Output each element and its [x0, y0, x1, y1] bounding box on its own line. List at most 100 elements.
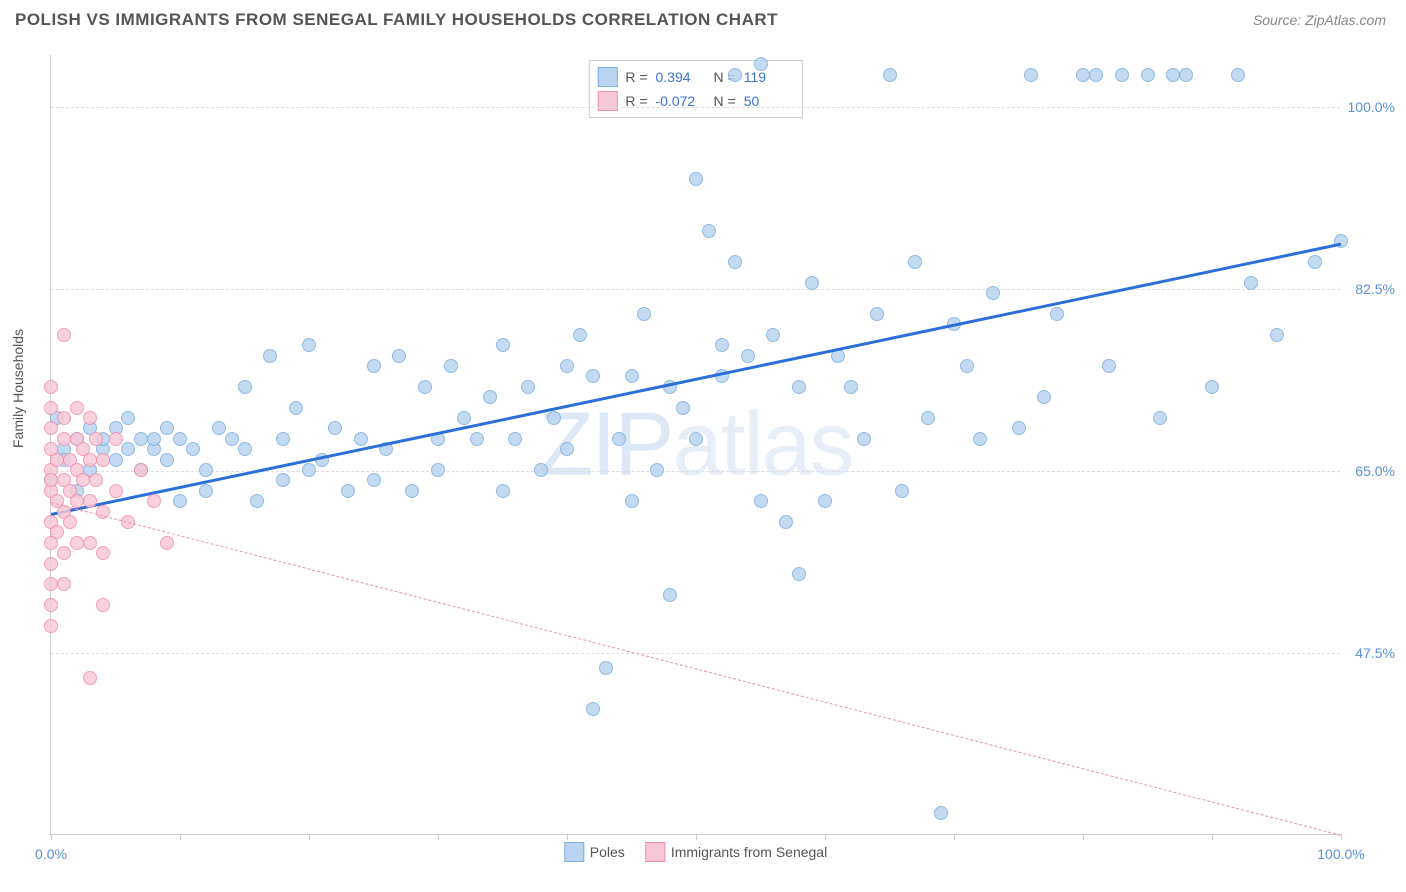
data-point	[121, 442, 135, 456]
legend-swatch-poles	[564, 842, 584, 862]
data-point	[50, 453, 64, 467]
y-axis-label: Family Households	[10, 329, 26, 448]
data-point	[560, 442, 574, 456]
data-point	[1115, 68, 1129, 82]
data-point	[302, 463, 316, 477]
data-point	[1231, 68, 1245, 82]
data-point	[147, 494, 161, 508]
data-point	[625, 494, 639, 508]
data-point	[83, 453, 97, 467]
data-point	[457, 411, 471, 425]
r-label: R =	[625, 69, 647, 85]
data-point	[960, 359, 974, 373]
data-point	[134, 463, 148, 477]
data-point	[547, 411, 561, 425]
data-point	[702, 224, 716, 238]
data-point	[263, 349, 277, 363]
y-tick-label: 65.0%	[1355, 463, 1395, 479]
data-point	[921, 411, 935, 425]
data-point	[986, 286, 1000, 300]
data-point	[134, 432, 148, 446]
data-point	[238, 442, 252, 456]
data-point	[1179, 68, 1193, 82]
stats-row-senegal: R = -0.072 N = 50	[597, 89, 793, 113]
bottom-legend: Poles Immigrants from Senegal	[564, 842, 827, 862]
data-point	[109, 432, 123, 446]
data-point	[573, 328, 587, 342]
data-point	[160, 536, 174, 550]
data-point	[57, 328, 71, 342]
data-point	[44, 557, 58, 571]
data-point	[418, 380, 432, 394]
data-point	[496, 338, 510, 352]
data-point	[483, 390, 497, 404]
data-point	[444, 359, 458, 373]
x-tick	[1341, 834, 1342, 840]
data-point	[766, 328, 780, 342]
data-point	[637, 307, 651, 321]
data-point	[57, 411, 71, 425]
data-point	[44, 380, 58, 394]
y-tick-label: 82.5%	[1355, 281, 1395, 297]
data-point	[612, 432, 626, 446]
data-point	[883, 68, 897, 82]
legend-item-senegal: Immigrants from Senegal	[645, 842, 827, 862]
data-point	[1308, 255, 1322, 269]
trend-line	[51, 502, 1341, 836]
data-point	[238, 380, 252, 394]
data-point	[405, 484, 419, 498]
chart-title: POLISH VS IMMIGRANTS FROM SENEGAL FAMILY…	[15, 10, 778, 30]
x-tick	[825, 834, 826, 840]
stats-legend-box: R = 0.394 N = 119 R = -0.072 N = 50	[588, 60, 802, 118]
data-point	[96, 598, 110, 612]
data-point	[728, 68, 742, 82]
data-point	[908, 255, 922, 269]
x-tick-label: 0.0%	[35, 846, 67, 862]
data-point	[1166, 68, 1180, 82]
data-point	[96, 546, 110, 560]
data-point	[160, 453, 174, 467]
x-tick	[696, 834, 697, 840]
data-point	[934, 806, 948, 820]
data-point	[70, 494, 84, 508]
data-point	[250, 494, 264, 508]
data-point	[212, 421, 226, 435]
data-point	[83, 671, 97, 685]
data-point	[160, 421, 174, 435]
data-point	[44, 401, 58, 415]
data-point	[83, 494, 97, 508]
data-point	[496, 484, 510, 498]
x-tick	[309, 834, 310, 840]
data-point	[50, 525, 64, 539]
legend-swatch-senegal	[645, 842, 665, 862]
data-point	[44, 421, 58, 435]
data-point	[431, 463, 445, 477]
data-point	[328, 421, 342, 435]
data-point	[44, 598, 58, 612]
data-point	[367, 473, 381, 487]
grid-line	[51, 107, 1340, 108]
data-point	[276, 473, 290, 487]
data-point	[199, 484, 213, 498]
data-point	[521, 380, 535, 394]
data-point	[1141, 68, 1155, 82]
data-point	[508, 432, 522, 446]
data-point	[1153, 411, 1167, 425]
data-point	[689, 432, 703, 446]
data-point	[973, 432, 987, 446]
data-point	[76, 473, 90, 487]
data-point	[792, 567, 806, 581]
data-point	[625, 369, 639, 383]
data-point	[44, 577, 58, 591]
data-point	[89, 473, 103, 487]
data-point	[57, 432, 71, 446]
data-point	[1102, 359, 1116, 373]
data-point	[870, 307, 884, 321]
data-point	[96, 453, 110, 467]
data-point	[586, 702, 600, 716]
data-point	[173, 494, 187, 508]
data-point	[599, 661, 613, 675]
x-tick	[567, 834, 568, 840]
data-point	[225, 432, 239, 446]
y-tick-label: 47.5%	[1355, 645, 1395, 661]
